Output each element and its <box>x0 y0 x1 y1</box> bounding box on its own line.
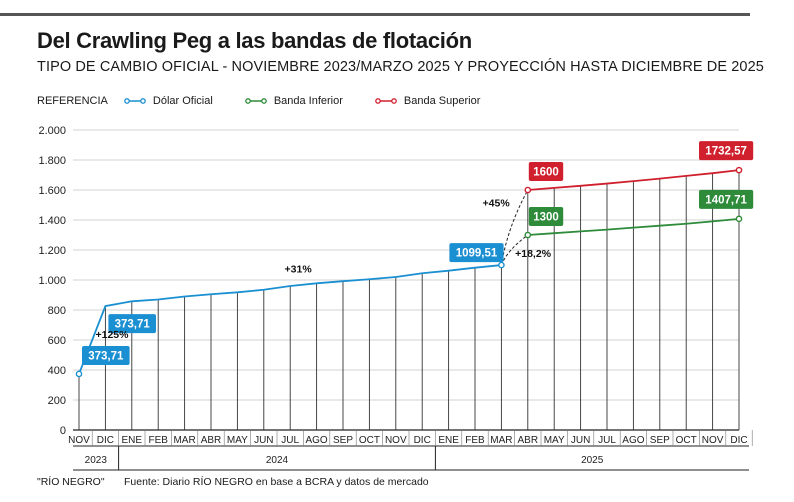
data-point <box>735 215 743 223</box>
legend-label: Dólar Oficial <box>152 95 213 107</box>
x-tick-label: DIC <box>414 435 431 446</box>
change-annotation: +125% <box>96 329 130 341</box>
y-tick-label: 1.600 <box>38 185 66 197</box>
top-rule <box>0 13 750 16</box>
year-label: 2025 <box>581 455 604 466</box>
legend-label: Banda Superior <box>403 95 481 107</box>
x-tick-label: DIC <box>730 435 747 446</box>
value-label: 1407,71 <box>705 194 747 206</box>
x-tick-label: JUN <box>254 435 273 446</box>
data-point <box>498 261 505 269</box>
y-tick-label: 800 <box>48 305 66 317</box>
value-label: 1732,57 <box>705 146 747 158</box>
legend: REFERENCIA Dólar Oficial Banda Inferior … <box>37 93 512 109</box>
x-tick-label: NOV <box>702 435 724 446</box>
legend-item-banda-inferior: Banda Inferior <box>244 95 343 107</box>
x-tick-label: NOV <box>385 435 407 446</box>
value-label-box <box>82 345 130 365</box>
y-tick-label: 1.000 <box>38 275 66 287</box>
x-tick-label: DIC <box>97 435 114 446</box>
value-label-box <box>699 141 754 161</box>
legend-item-banda-superior: Banda Superior <box>375 95 480 107</box>
data-point <box>524 231 532 239</box>
legend-line-icon <box>124 98 146 104</box>
x-tick-label: MAR <box>173 435 195 446</box>
y-tick-label: 1.200 <box>38 245 66 257</box>
y-tick-label: 600 <box>48 335 66 347</box>
legend-item-dolar-oficial: Dólar Oficial <box>124 95 213 107</box>
y-tick-label: 200 <box>48 395 66 407</box>
data-point <box>524 186 532 194</box>
y-tick-label: 1.800 <box>38 155 66 167</box>
x-tick-label: FEB <box>465 435 485 446</box>
x-tick-label: SEP <box>333 435 353 446</box>
x-tick-label: JUL <box>281 435 299 446</box>
value-label: 1099,51 <box>456 248 498 260</box>
value-label: 1300 <box>533 212 559 224</box>
x-tick-label: NOV <box>68 435 90 446</box>
data-point <box>75 370 83 378</box>
value-label: 373,71 <box>115 319 151 331</box>
x-tick-label: MAY <box>227 435 248 446</box>
series-line-banda-superior <box>527 169 740 191</box>
chart-title: Del Crawling Peg a las bandas de flotaci… <box>37 28 472 53</box>
value-label-box <box>449 243 504 263</box>
x-tick-label: SEP <box>650 435 670 446</box>
data-point <box>735 166 743 174</box>
y-tick-label: 1.400 <box>38 215 66 227</box>
x-tick-label: MAR <box>490 435 512 446</box>
x-tick-label: ABR <box>518 435 539 446</box>
y-tick-label: 400 <box>48 365 66 377</box>
x-tick-label: ABR <box>201 435 222 446</box>
series-line-banda-inferior <box>527 217 740 236</box>
year-label: 2024 <box>266 455 289 466</box>
value-label-box <box>528 207 564 226</box>
legend-line-icon <box>244 98 267 104</box>
value-label-box <box>699 189 754 209</box>
value-label: 373,71 <box>88 350 124 362</box>
change-annotation: +18,2% <box>515 248 552 260</box>
footer-credit: "RÍO NEGRO" <box>37 476 105 488</box>
chart-subtitle: TIPO DE CAMBIO OFICIAL - NOVIEMBRE 2023/… <box>37 59 764 75</box>
y-tick-label: 0 <box>60 425 66 437</box>
projection-connector <box>500 234 529 266</box>
value-label-box <box>528 162 564 181</box>
value-label-box <box>108 314 156 334</box>
x-tick-label: JUL <box>598 435 616 446</box>
footer-source: Fuente: Diario RÍO NEGRO en base a BCRA … <box>124 476 429 488</box>
legend-label: Banda Inferior <box>273 95 343 107</box>
x-tick-label: ENE <box>122 435 143 446</box>
series-line-d-lar-oficial <box>78 264 502 375</box>
legend-line-icon <box>375 98 397 104</box>
x-tick-label: OCT <box>676 435 697 446</box>
x-tick-label: OCT <box>359 435 380 446</box>
year-label: 2023 <box>85 455 108 466</box>
x-tick-label: ENE <box>438 435 459 446</box>
change-annotation: +45% <box>483 198 511 210</box>
x-tick-label: MAY <box>544 435 565 446</box>
value-label: 1600 <box>533 167 559 179</box>
x-tick-label: FEB <box>148 435 168 446</box>
projection-connector <box>500 189 529 266</box>
y-tick-label: 2.000 <box>38 125 66 137</box>
legend-reference-label: REFERENCIA <box>37 95 108 107</box>
x-tick-label: JUN <box>571 435 590 446</box>
x-tick-label: AGO <box>622 435 644 446</box>
change-annotation: +31% <box>285 264 313 276</box>
x-tick-label: AGO <box>305 435 327 446</box>
